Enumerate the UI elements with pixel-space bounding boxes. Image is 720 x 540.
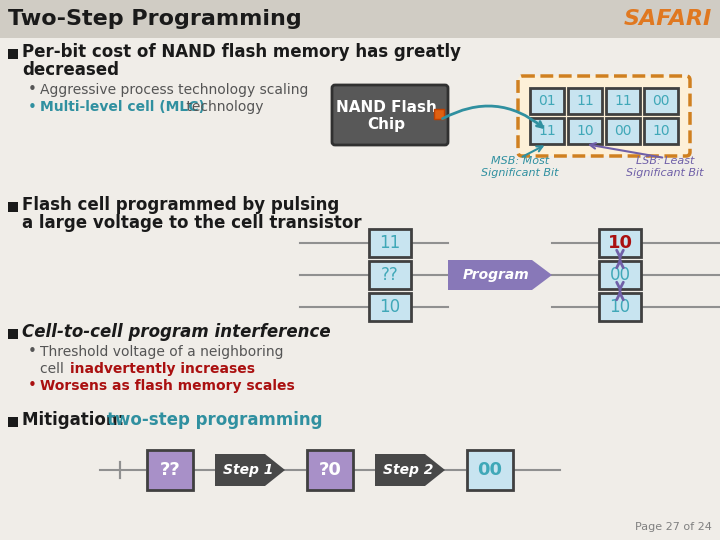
- FancyBboxPatch shape: [606, 118, 640, 144]
- FancyBboxPatch shape: [0, 0, 720, 38]
- Text: inadvertently increases: inadvertently increases: [70, 362, 255, 376]
- Text: MSB: Most
Significant Bit: MSB: Most Significant Bit: [481, 156, 559, 178]
- FancyBboxPatch shape: [332, 85, 448, 145]
- Text: 10: 10: [609, 298, 631, 316]
- Text: two-step programming: two-step programming: [107, 411, 323, 429]
- FancyBboxPatch shape: [644, 88, 678, 114]
- FancyBboxPatch shape: [369, 261, 411, 289]
- Text: 10: 10: [379, 298, 400, 316]
- Text: Two-Step Programming: Two-Step Programming: [8, 9, 302, 29]
- FancyBboxPatch shape: [606, 88, 640, 114]
- Text: 00: 00: [477, 461, 503, 479]
- Text: Worsens as flash memory scales: Worsens as flash memory scales: [40, 379, 294, 393]
- FancyBboxPatch shape: [644, 118, 678, 144]
- Text: 11: 11: [379, 234, 400, 252]
- Text: 11: 11: [538, 124, 556, 138]
- Text: a large voltage to the cell transistor: a large voltage to the cell transistor: [22, 214, 361, 232]
- FancyBboxPatch shape: [568, 118, 602, 144]
- Text: ??: ??: [381, 266, 399, 284]
- Text: Step 1: Step 1: [222, 463, 273, 477]
- FancyBboxPatch shape: [530, 118, 564, 144]
- Text: •: •: [28, 83, 37, 98]
- Text: Step 2: Step 2: [383, 463, 433, 477]
- FancyBboxPatch shape: [599, 229, 641, 257]
- Text: •: •: [28, 99, 37, 114]
- FancyBboxPatch shape: [599, 293, 641, 321]
- Text: 00: 00: [614, 124, 631, 138]
- FancyArrow shape: [448, 260, 552, 290]
- Text: 01: 01: [538, 94, 556, 108]
- Text: Flash cell programmed by pulsing: Flash cell programmed by pulsing: [22, 196, 339, 214]
- Text: SAFARI: SAFARI: [624, 9, 712, 29]
- FancyBboxPatch shape: [518, 76, 690, 156]
- Text: Program: Program: [463, 268, 529, 282]
- FancyBboxPatch shape: [147, 450, 193, 490]
- Text: Threshold voltage of a neighboring: Threshold voltage of a neighboring: [40, 345, 284, 359]
- FancyBboxPatch shape: [307, 450, 353, 490]
- FancyBboxPatch shape: [8, 49, 18, 59]
- Text: Mitigation:: Mitigation:: [22, 411, 130, 429]
- Text: Chip: Chip: [367, 117, 405, 132]
- Text: 10: 10: [576, 124, 594, 138]
- FancyArrow shape: [215, 454, 285, 486]
- Text: •: •: [28, 379, 37, 394]
- FancyBboxPatch shape: [8, 329, 18, 339]
- Text: Multi-level cell (MLC): Multi-level cell (MLC): [40, 100, 205, 114]
- Text: Page 27 of 24: Page 27 of 24: [635, 522, 712, 532]
- FancyBboxPatch shape: [599, 261, 641, 289]
- Text: 10: 10: [652, 124, 670, 138]
- Text: 11: 11: [576, 94, 594, 108]
- Text: 11: 11: [614, 94, 632, 108]
- FancyArrow shape: [375, 454, 445, 486]
- Text: decreased: decreased: [22, 61, 119, 79]
- Text: 00: 00: [610, 266, 631, 284]
- Text: ?0: ?0: [318, 461, 341, 479]
- Text: 10: 10: [608, 234, 632, 252]
- FancyBboxPatch shape: [8, 202, 18, 212]
- Text: Per-bit cost of NAND flash memory has greatly: Per-bit cost of NAND flash memory has gr…: [22, 43, 461, 61]
- FancyBboxPatch shape: [8, 417, 18, 427]
- Text: ??: ??: [160, 461, 181, 479]
- Text: Cell-to-cell program interference: Cell-to-cell program interference: [22, 323, 330, 341]
- Text: LSB: Least
Significant Bit: LSB: Least Significant Bit: [626, 156, 703, 178]
- Text: NAND Flash: NAND Flash: [336, 99, 436, 114]
- FancyBboxPatch shape: [434, 109, 444, 119]
- FancyBboxPatch shape: [369, 229, 411, 257]
- FancyBboxPatch shape: [568, 88, 602, 114]
- FancyBboxPatch shape: [369, 293, 411, 321]
- Text: Aggressive process technology scaling: Aggressive process technology scaling: [40, 83, 308, 97]
- FancyBboxPatch shape: [530, 88, 564, 114]
- FancyBboxPatch shape: [467, 450, 513, 490]
- Text: cell: cell: [40, 362, 68, 376]
- Text: 00: 00: [652, 94, 670, 108]
- Text: •: •: [28, 345, 37, 360]
- Text: technology: technology: [182, 100, 264, 114]
